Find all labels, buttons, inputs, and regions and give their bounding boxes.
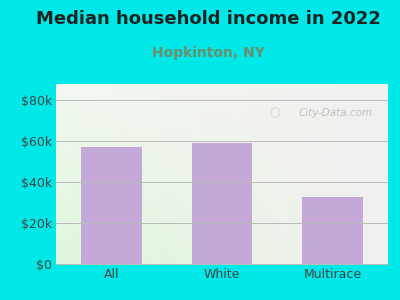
Text: Median household income in 2022: Median household income in 2022 [36,11,380,28]
Text: Hopkinton, NY: Hopkinton, NY [152,46,264,61]
Text: ○: ○ [270,106,280,119]
Text: City-Data.com: City-Data.com [298,108,372,118]
Bar [302,196,363,264]
Bar [192,143,252,264]
Bar [81,147,142,264]
